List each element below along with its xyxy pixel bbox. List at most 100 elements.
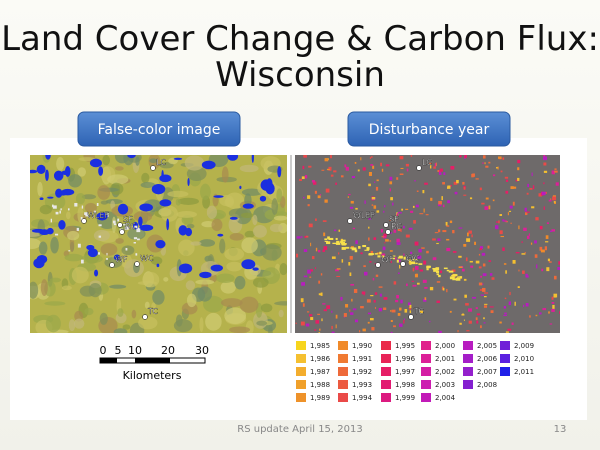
disturbance-speck bbox=[437, 238, 441, 241]
disturbance-speck bbox=[390, 310, 392, 312]
disturbance-speck bbox=[341, 259, 344, 263]
site-marker bbox=[142, 314, 148, 320]
scale-bar-segment bbox=[100, 358, 117, 363]
disturbance-speck bbox=[530, 242, 533, 245]
disturbance-speck bbox=[321, 169, 325, 171]
disturbance-speck bbox=[552, 195, 556, 198]
disturbance-speck bbox=[456, 179, 459, 184]
lake bbox=[45, 155, 51, 160]
disturbance-speck bbox=[446, 225, 450, 227]
disturbance-speck bbox=[385, 239, 389, 242]
lake bbox=[166, 218, 170, 231]
disturbance-speck bbox=[315, 218, 317, 221]
disturbance-speck bbox=[497, 166, 499, 170]
disturbance-speck bbox=[436, 281, 441, 283]
terrain-patch bbox=[209, 273, 218, 283]
disturbance-speck bbox=[447, 185, 451, 189]
disturbance-speck bbox=[340, 175, 344, 178]
disturbance-speck bbox=[362, 244, 367, 248]
terrain-patch bbox=[121, 250, 127, 268]
disturbance-speck bbox=[403, 253, 405, 256]
terrain-patch bbox=[68, 319, 76, 332]
legend-swatch bbox=[381, 354, 391, 363]
terrain-patch bbox=[274, 301, 287, 306]
terrain-patch bbox=[271, 198, 279, 215]
disturbance-speck bbox=[330, 174, 334, 177]
legend-swatch bbox=[338, 354, 348, 363]
disturbance-speck bbox=[320, 292, 323, 296]
disturbance-speck bbox=[328, 166, 332, 171]
disturbance-speck bbox=[505, 190, 509, 194]
disturbance-speck bbox=[543, 162, 547, 166]
legend-swatch bbox=[421, 380, 431, 389]
disturbance-speck bbox=[553, 294, 557, 298]
terrain-patch bbox=[115, 238, 124, 244]
disturbance-speck bbox=[422, 279, 427, 283]
disturbance-speck bbox=[414, 274, 418, 278]
legend-swatch bbox=[500, 354, 510, 363]
disturbance-speck bbox=[469, 260, 473, 263]
disturbance-speck bbox=[415, 262, 418, 265]
site-label: WC bbox=[140, 254, 154, 263]
terrain-patch bbox=[100, 243, 118, 256]
terrain-patch bbox=[113, 328, 128, 333]
disturbance-speck bbox=[408, 307, 412, 310]
legend-label: 2,002 bbox=[435, 368, 455, 376]
disturbance-speck bbox=[381, 168, 384, 172]
disturbance-speck bbox=[418, 248, 422, 253]
disturbance-speck bbox=[327, 236, 330, 239]
disturbance-speck bbox=[409, 304, 412, 309]
terrain-patch bbox=[73, 318, 85, 329]
legend-swatch bbox=[500, 367, 510, 376]
disturbance-speck bbox=[326, 305, 331, 309]
disturbance-speck bbox=[491, 277, 495, 280]
disturbance-speck bbox=[349, 206, 354, 209]
legend-swatch bbox=[381, 393, 391, 402]
disturbance-speck bbox=[352, 227, 356, 230]
terrain-patch bbox=[107, 174, 129, 185]
legend-swatch bbox=[381, 380, 391, 389]
terrain-patch bbox=[140, 181, 156, 188]
clearing bbox=[136, 228, 141, 233]
disturbance-speck bbox=[323, 309, 328, 312]
disturbance-speck bbox=[376, 252, 380, 255]
terrain-patch bbox=[67, 230, 80, 241]
clearing bbox=[117, 218, 120, 222]
disturbance-speck bbox=[399, 173, 404, 175]
legend-swatch bbox=[421, 341, 431, 350]
disturbance-speck bbox=[355, 240, 358, 245]
disturbance-speck bbox=[549, 198, 552, 200]
disturbance-speck bbox=[517, 177, 520, 181]
disturbance-speck bbox=[543, 182, 545, 185]
lake bbox=[173, 157, 183, 160]
lake bbox=[156, 263, 160, 268]
terrain-patch bbox=[150, 256, 163, 266]
legend-label: 1,999 bbox=[395, 394, 415, 402]
disturbance-speck bbox=[350, 200, 354, 204]
disturbance-speck bbox=[531, 172, 533, 177]
terrain-patch bbox=[260, 303, 273, 313]
site-label: RC bbox=[391, 222, 402, 231]
disturbance-speck bbox=[426, 268, 429, 271]
disturbance-speck bbox=[380, 229, 384, 233]
terrain-patch bbox=[133, 211, 153, 222]
disturbance-speck bbox=[303, 275, 308, 278]
site-marker bbox=[400, 261, 406, 267]
disturbance-speck bbox=[335, 242, 341, 245]
disturbance-speck bbox=[385, 164, 390, 167]
site-marker bbox=[375, 262, 381, 268]
disturbance-speck bbox=[300, 321, 305, 326]
disturbance-speck bbox=[529, 315, 531, 318]
site-marker bbox=[150, 165, 156, 171]
disturbance-speck bbox=[413, 220, 416, 224]
disturbance-speck bbox=[553, 275, 557, 280]
disturbance-speck bbox=[400, 228, 402, 233]
disturbance-speck bbox=[318, 332, 321, 333]
terrain-patch bbox=[184, 155, 205, 171]
disturbance-speck bbox=[468, 320, 472, 324]
lake bbox=[39, 197, 44, 201]
disturbance-speck bbox=[370, 250, 374, 255]
lake bbox=[96, 212, 108, 221]
disturbance-speck bbox=[368, 226, 370, 229]
lake bbox=[30, 169, 38, 174]
